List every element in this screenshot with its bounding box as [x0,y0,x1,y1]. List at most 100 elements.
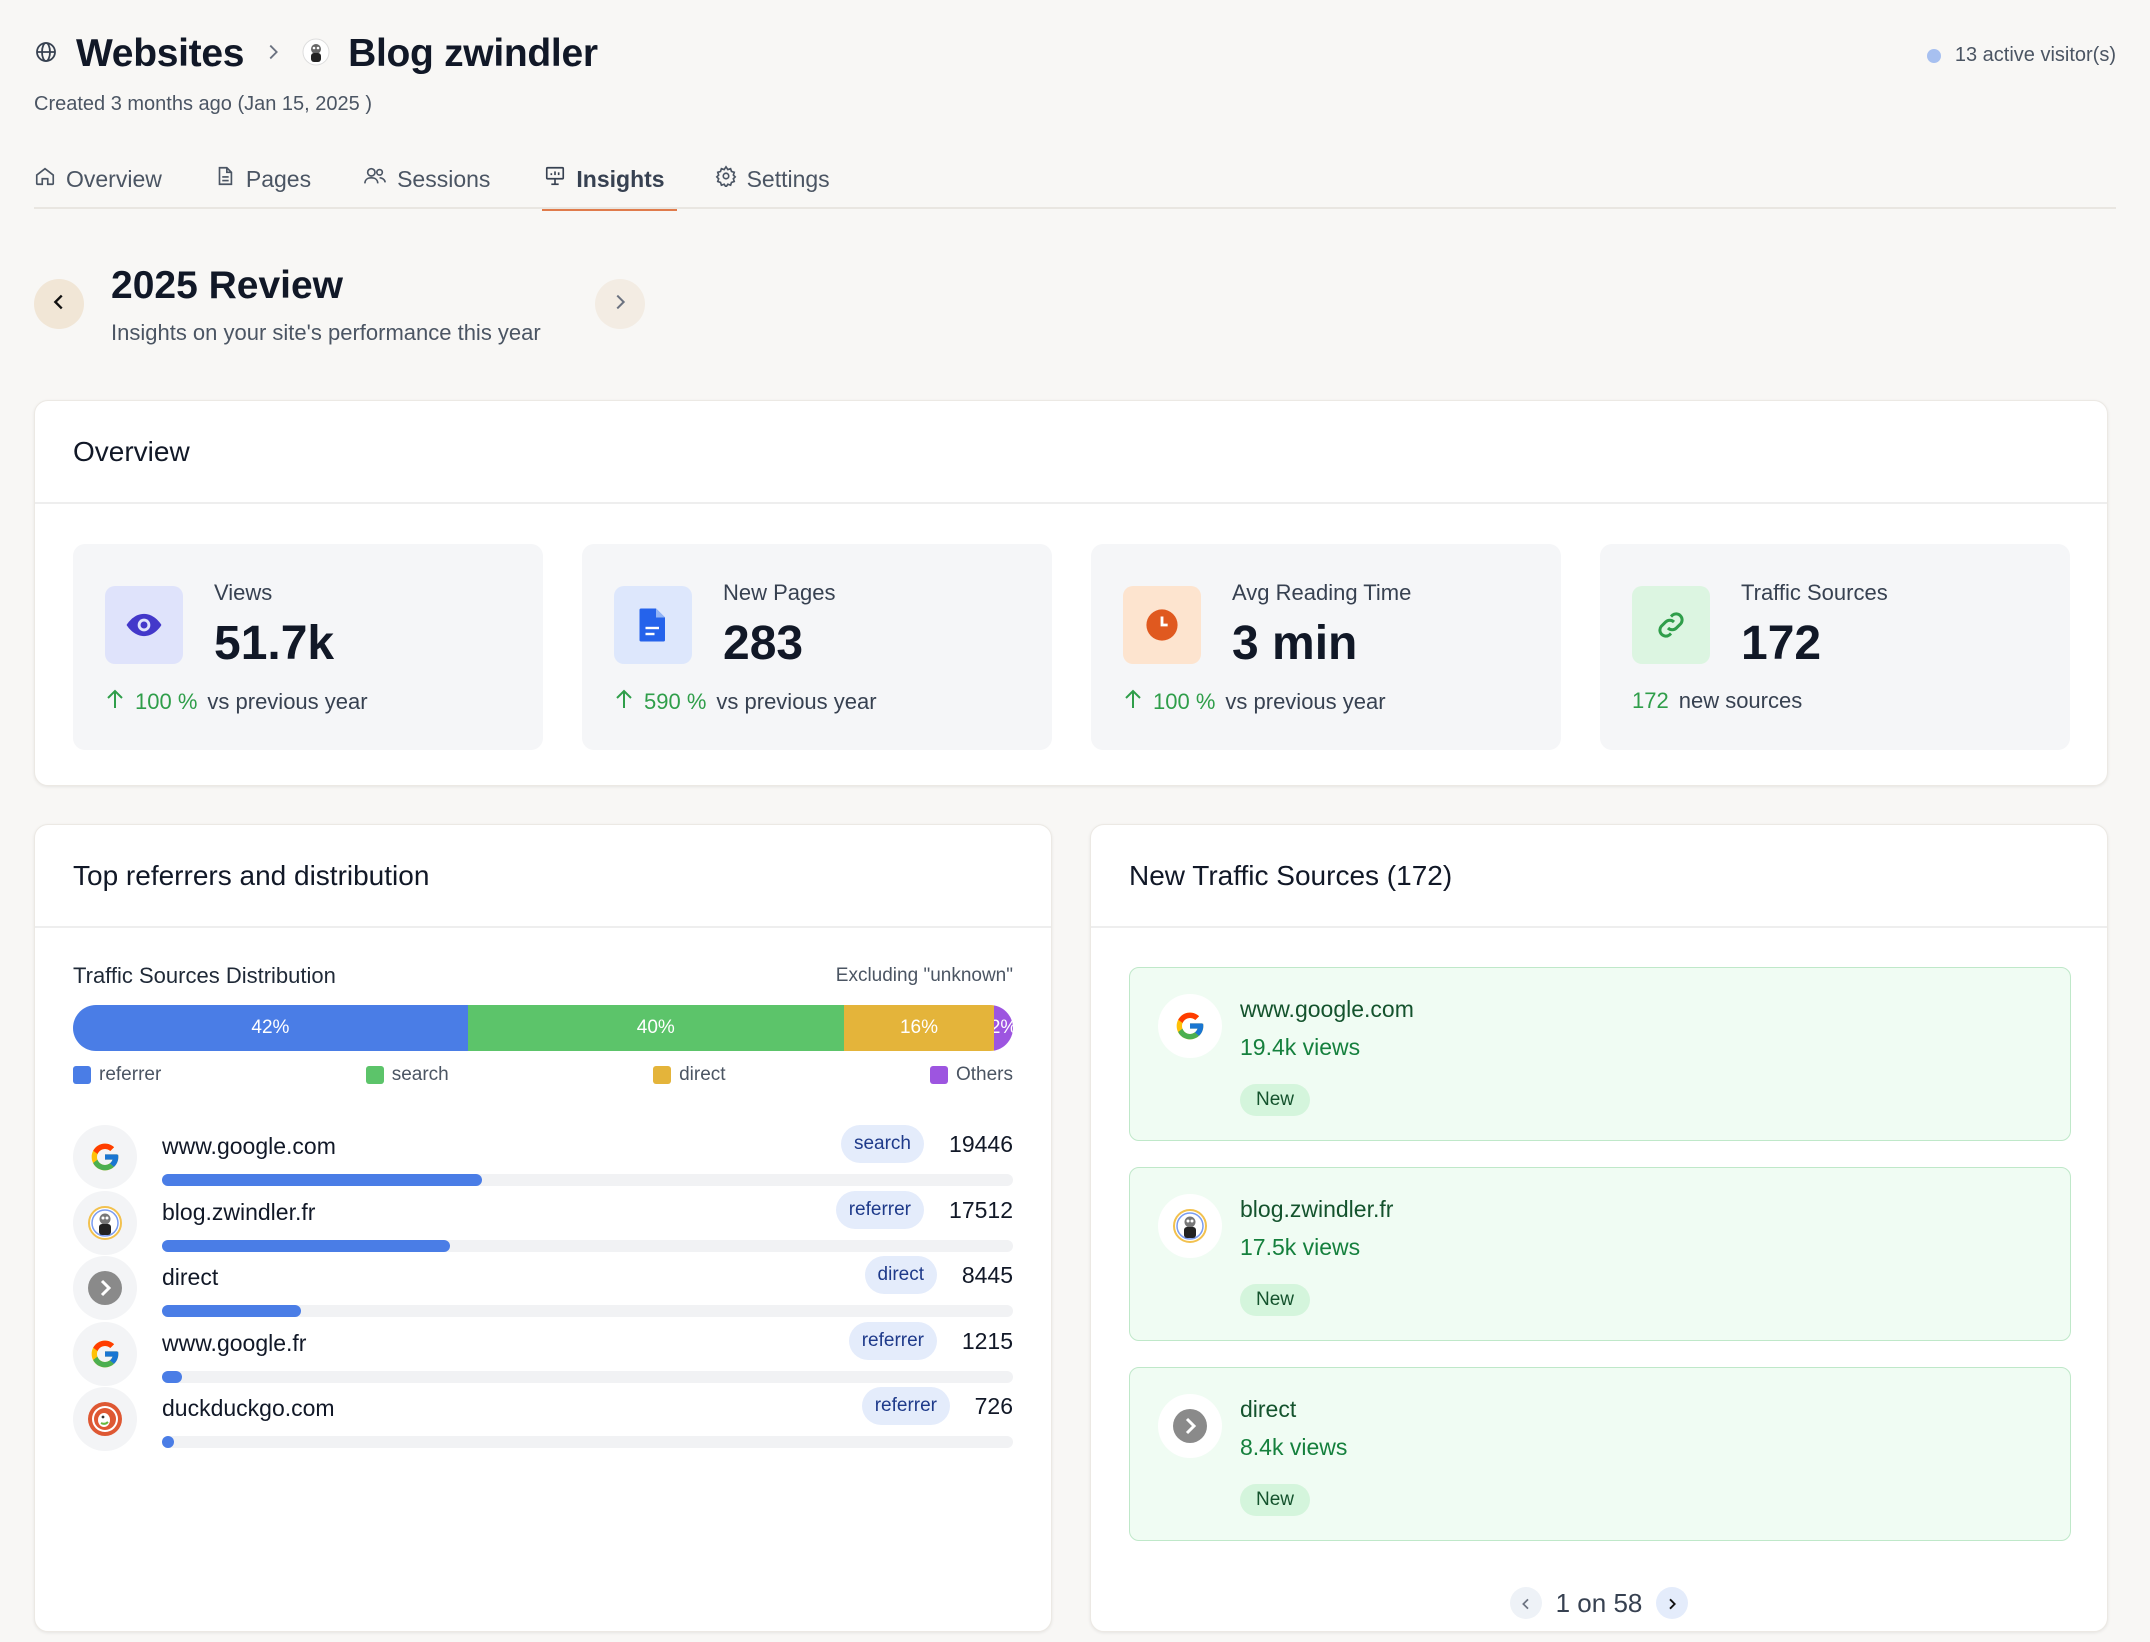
review-title: 2025 Review [111,264,344,307]
stat-suffix: new sources [1678,688,1803,713]
referrer-count: 17512 [949,1196,1013,1223]
distribution-segment-direct: 16% [843,1005,995,1051]
google-icon [73,1125,137,1189]
distribution-segment-referrer: 42% [73,1005,468,1051]
stat-change: 100 % [135,689,198,714]
referrer-progress-fill [162,1239,451,1252]
file-icon [214,165,236,193]
pagination: 1 on 58 [1091,1587,2107,1619]
new-badge: New [1240,1084,1311,1116]
legend-swatch [365,1066,384,1084]
clock-icon [1123,586,1201,664]
tab-label: Overview [66,165,162,192]
new-badge: New [1240,1284,1311,1316]
breadcrumb-websites[interactable]: Websites [76,32,245,75]
source-views: 19.4k views [1240,1034,1361,1060]
referrer-name: www.google.fr [162,1329,307,1356]
referrer-name: duckduckgo.com [162,1395,335,1421]
stat-value: 172 [1741,617,1822,670]
arrow-up-icon [105,688,125,716]
referrer-count: 8445 [961,1262,1013,1288]
document-icon [614,586,692,664]
referrer-row[interactable]: blog.zwindler.fr referrer 17512 [73,1190,1013,1257]
legend-swatch [929,1066,948,1084]
stat-value: 283 [723,617,804,670]
tab-settings[interactable]: Settings [715,150,844,208]
distribution-label: Traffic Sources Distribution [73,963,336,988]
site-title: Blog zwindler [348,32,598,75]
tab-overview[interactable]: Overview [34,150,176,208]
tab-label: Pages [245,165,312,192]
duckduckgo-icon [73,1387,137,1451]
previous-year-button[interactable] [34,279,84,329]
tab-bar: Overview Pages Sessions Insights Setting… [34,150,882,211]
referrer-progress-fill [162,1305,301,1317]
active-visitors-label: 13 active visitor(s) [1954,44,2116,66]
referrer-row[interactable]: www.google.fr referrer 1215 [73,1321,1013,1388]
tab-pages[interactable]: Pages [214,150,325,208]
distribution-bar: 42%40%16%2% [73,1005,1013,1051]
prev-page-button[interactable] [1509,1587,1542,1619]
users-icon [363,165,387,193]
source-views: 8.4k views [1240,1434,1348,1460]
next-page-button[interactable] [1656,1587,1689,1619]
new-source-item[interactable]: blog.zwindler.fr 17.5k views New [1129,1167,2071,1341]
tab-label: Settings [746,165,830,192]
new-sources-card: New Traffic Sources (172) www.google.com… [1090,824,2108,1632]
tab-insights[interactable]: Insights [542,150,677,211]
stat-suffix: vs previous year [716,689,877,714]
referrer-count: 19446 [949,1131,1013,1157]
stat-new-pages: New Pages 283 590 % vs previous year [582,544,1052,750]
new-badge: New [1240,1484,1311,1516]
legend-swatch [653,1066,672,1084]
excluding-note: Excluding "unknown" [835,965,1013,986]
overview-card: Overview Views 51.7k 100 % vs previous y… [34,400,2108,786]
legend-item: referrer [73,1064,161,1086]
referrer-type-badge: referrer [848,1321,937,1360]
new-source-item[interactable]: direct 8.4k views New [1129,1367,2071,1541]
overview-title: Overview [35,401,2107,504]
stat-traffic-sources: Traffic Sources 172 172 new sources [1600,544,2070,750]
distribution-legend: referrer search direct Others [73,1064,1013,1086]
presentation-icon [544,165,566,193]
referrer-row[interactable]: www.google.com search 19446 [73,1125,1013,1191]
chevron-right-icon [262,41,284,68]
review-subtitle: Insights on your site's performance this… [111,320,541,345]
blog-avatar-icon [1158,1194,1222,1258]
arrow-up-icon [614,688,634,716]
active-visitors: 13 active visitor(s) [1926,44,2116,67]
referrer-name: direct [162,1264,219,1290]
home-icon [34,165,56,193]
next-year-button[interactable] [595,279,645,329]
legend-label: referrer [99,1064,162,1085]
legend-label: Others [955,1064,1013,1085]
tab-label: Insights [576,165,665,192]
chevron-left-icon [1518,1588,1534,1619]
legend-swatch [73,1066,91,1084]
distribution-segment-search: 40% [467,1005,844,1051]
stat-comparison: 100 % vs previous year [105,688,368,716]
status-dot-icon [1926,48,1941,63]
page-header: Websites Blog zwindler [34,32,598,76]
chevron-left-icon [48,291,70,318]
new-source-item[interactable]: www.google.com 19.4k views New [1129,967,2071,1141]
referrer-type-badge: referrer [861,1387,950,1425]
referrer-count: 726 [974,1393,1013,1419]
legend-label: direct [679,1064,726,1085]
referrer-row[interactable]: duckduckgo.com referrer 726 [73,1387,1013,1453]
tab-sessions[interactable]: Sessions [363,150,504,208]
referrer-type-badge: referrer [835,1190,924,1229]
stat-change: 172 [1632,688,1669,713]
top-referrers-title: Top referrers and distribution [35,825,1051,928]
referrer-row[interactable]: direct direct 8445 [73,1256,1013,1322]
stat-comparison: 590 % vs previous year [614,688,877,716]
stat-suffix: vs previous year [207,689,368,714]
referrer-progress-track [162,1174,1013,1186]
referrer-name: blog.zwindler.fr [162,1198,316,1225]
new-sources-title: New Traffic Sources (172) [1091,825,2107,928]
stat-label: Views [214,580,273,605]
referrer-progress-track [162,1239,1013,1252]
google-icon [73,1321,137,1386]
chevron-right-icon [609,291,631,318]
chevron-circle-icon [73,1256,137,1320]
